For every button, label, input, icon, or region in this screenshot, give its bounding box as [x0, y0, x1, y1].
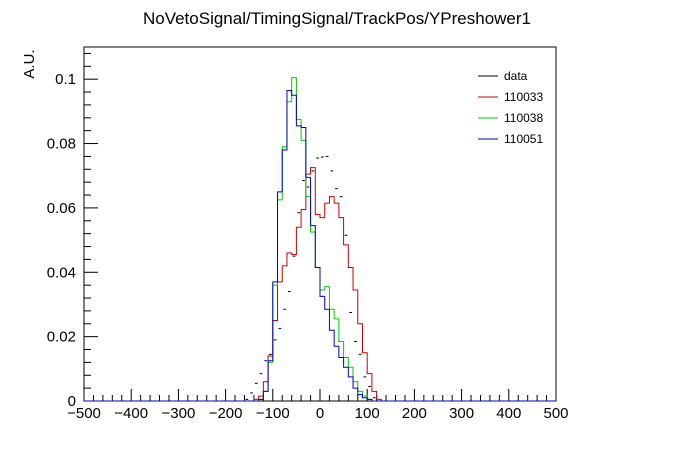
y-tick-label: 0 — [68, 393, 76, 410]
x-tick-label: −400 — [114, 405, 148, 422]
y-tick-label: 0.06 — [47, 200, 76, 217]
legend-label: 110051 — [504, 132, 543, 146]
legend: data 110033 110038 110051 — [478, 69, 543, 146]
x-tick-label: 0 — [316, 405, 324, 422]
series-110051 — [84, 89, 556, 402]
series-layer — [84, 77, 556, 402]
x-tick-label: 200 — [402, 405, 427, 422]
y-tick-label: 0.1 — [55, 71, 76, 88]
x-tick-label: −200 — [209, 405, 243, 422]
x-tick-label: −500 — [67, 405, 101, 422]
x-tick-label: −100 — [256, 405, 290, 422]
legend-label: data — [504, 69, 528, 83]
x-tick-label: 500 — [543, 405, 568, 422]
y-tick-label: 0.04 — [47, 264, 76, 281]
chart-title: NoVetoSignal/TimingSignal/TrackPos/YPres… — [143, 9, 531, 28]
y-tick-label: 0.02 — [47, 329, 76, 346]
x-tick-label: 300 — [449, 405, 474, 422]
x-tick-label: 100 — [355, 405, 380, 422]
y-tick-label: 0.08 — [47, 136, 76, 153]
x-tick-label: 400 — [496, 405, 521, 422]
legend-label: 110033 — [504, 90, 543, 104]
series-line — [84, 89, 556, 402]
y-axis: 0 0.02 0.04 0.06 0.08 0.1 — [47, 52, 98, 410]
legend-label: 110038 — [504, 111, 543, 125]
y-axis-title: A.U. — [21, 49, 38, 78]
x-axis: −500 −400 −300 −200 −100 0 100 200 300 400 500 — [67, 389, 569, 422]
x-tick-label: −300 — [162, 405, 196, 422]
